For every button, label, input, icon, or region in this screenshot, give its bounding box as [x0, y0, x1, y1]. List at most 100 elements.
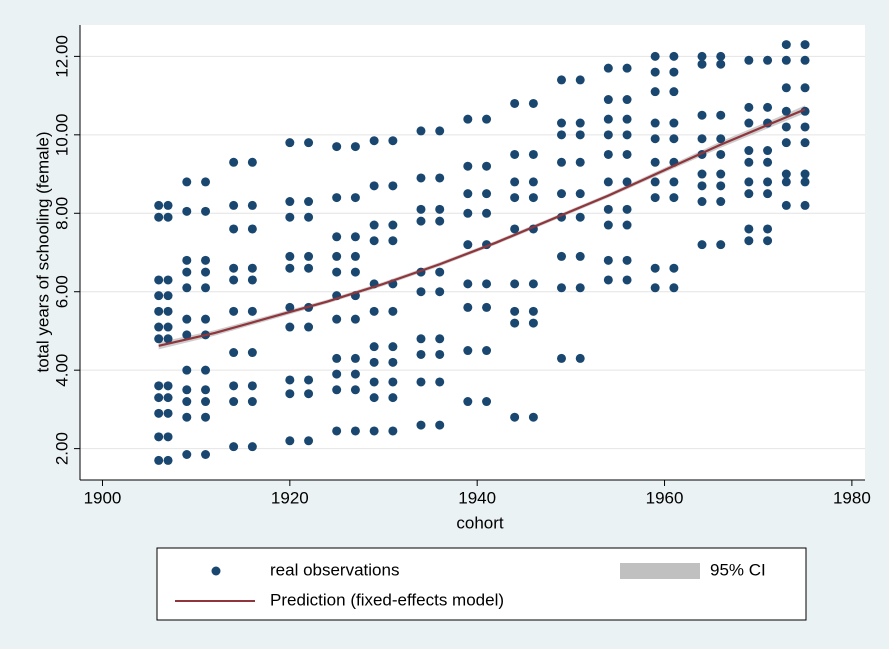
point [304, 263, 314, 273]
point [163, 212, 173, 222]
point [416, 287, 426, 297]
point [388, 306, 398, 316]
point [182, 255, 192, 265]
point [482, 279, 492, 289]
point [781, 106, 791, 116]
point [716, 134, 726, 144]
point [575, 157, 585, 167]
point [435, 377, 445, 387]
point [369, 342, 379, 352]
point [669, 193, 679, 203]
point [247, 263, 257, 273]
y-tick-label: 2.00 [52, 432, 71, 465]
point [744, 224, 754, 234]
point [669, 67, 679, 77]
point [781, 83, 791, 93]
point [622, 220, 632, 230]
point [332, 267, 342, 277]
point [350, 251, 360, 261]
point [744, 236, 754, 246]
point [285, 212, 295, 222]
point [163, 334, 173, 344]
point [435, 173, 445, 183]
point [163, 291, 173, 301]
point [388, 136, 398, 146]
point [369, 220, 379, 230]
point [304, 389, 314, 399]
point [229, 263, 239, 273]
point [285, 302, 295, 312]
point [350, 385, 360, 395]
point [285, 322, 295, 332]
point [482, 397, 492, 407]
legend-label: real observations [270, 560, 399, 579]
point [763, 102, 773, 112]
point [800, 169, 810, 179]
point [463, 161, 473, 171]
point [622, 177, 632, 187]
point [229, 397, 239, 407]
point [510, 306, 520, 316]
point [463, 346, 473, 356]
point [482, 208, 492, 218]
point [744, 146, 754, 156]
point [781, 177, 791, 187]
point [697, 110, 707, 120]
point [416, 377, 426, 387]
point [482, 346, 492, 356]
point [182, 314, 192, 324]
point [435, 334, 445, 344]
point [622, 275, 632, 285]
point [603, 114, 613, 124]
y-axis-title: total years of schooling (female) [33, 132, 52, 373]
y-tick-label: 12.00 [52, 35, 71, 78]
point [650, 134, 660, 144]
point [528, 412, 538, 422]
point [350, 193, 360, 203]
point [369, 236, 379, 246]
point [201, 267, 211, 277]
point [201, 177, 211, 187]
point [697, 51, 707, 61]
point [247, 306, 257, 316]
point [800, 122, 810, 132]
point [247, 224, 257, 234]
point [182, 385, 192, 395]
point [201, 283, 211, 293]
prediction-line [158, 108, 806, 347]
point [716, 197, 726, 207]
point [285, 197, 295, 207]
point [182, 206, 192, 216]
point [510, 149, 520, 159]
point [369, 357, 379, 367]
point [556, 251, 566, 261]
point [463, 189, 473, 199]
point [669, 87, 679, 97]
y-tick-label: 10.00 [52, 114, 71, 157]
point [229, 348, 239, 358]
point [669, 263, 679, 273]
point [388, 236, 398, 246]
point [575, 118, 585, 128]
point [182, 267, 192, 277]
point [154, 322, 164, 332]
point [285, 263, 295, 273]
point [247, 157, 257, 167]
point [800, 138, 810, 148]
point [556, 157, 566, 167]
point [416, 173, 426, 183]
point [669, 118, 679, 128]
point [603, 177, 613, 187]
point [575, 189, 585, 199]
point [463, 397, 473, 407]
point [416, 126, 426, 136]
point [716, 149, 726, 159]
point [247, 348, 257, 358]
point [350, 232, 360, 242]
point [182, 330, 192, 340]
point [388, 377, 398, 387]
point [763, 157, 773, 167]
legend-label: Prediction (fixed-effects model) [270, 590, 504, 609]
point [669, 134, 679, 144]
